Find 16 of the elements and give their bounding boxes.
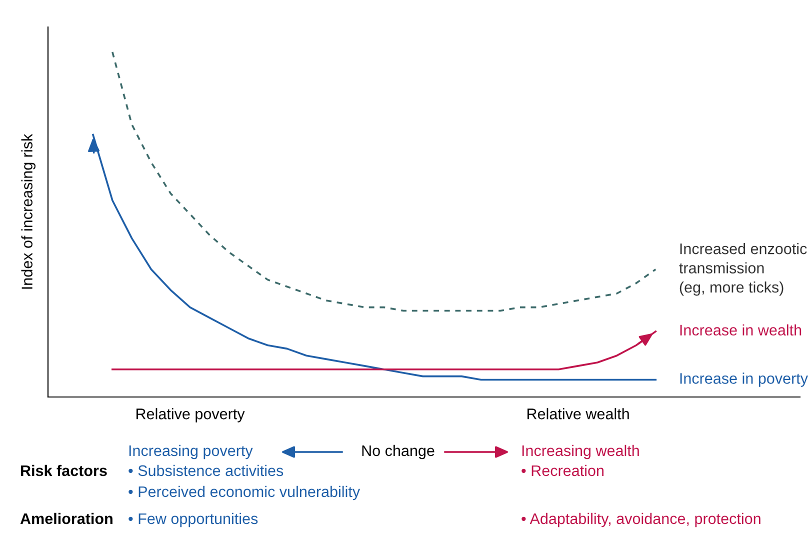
text: Risk factors [21, 464, 107, 476]
text: Increasing poverty [129, 444, 253, 460]
text: • Adaptability, avoidance, protection [522, 512, 760, 528]
text: No change [362, 444, 434, 460]
series-label: Increased enzootic transmission (eg, more ticks) [679, 243, 807, 296]
text: Increasing wealth [522, 444, 639, 460]
text: • Few opportunities [128, 512, 258, 528]
x-tick-label: Relative poverty [136, 408, 245, 422]
legend-label: Increase in wealth [680, 324, 802, 336]
series-label: Increase in poverty [680, 372, 808, 387]
text: • Subsistence activities [128, 464, 284, 476]
text: • Perceived economic vulnerability [128, 486, 360, 500]
text: Amelioration [20, 512, 112, 524]
text: • Recreation [522, 464, 604, 476]
y-axis-title: Index of increasing risk [21, 134, 36, 289]
x-tick-label: Relative wealth [528, 408, 629, 420]
